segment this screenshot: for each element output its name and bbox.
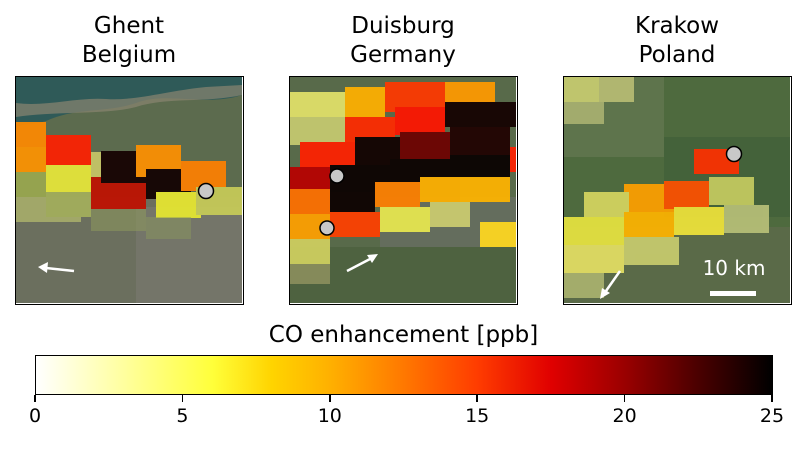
colorbar-tick [623, 395, 626, 402]
colorbar-tick [34, 395, 36, 402]
colorbar-tick [329, 395, 331, 402]
map-panel-ghent[interactable] [15, 76, 244, 305]
colorbar-tick-label: 15 [465, 405, 490, 427]
map-panel-krakow[interactable]: 10 km [563, 76, 792, 305]
source-marker [319, 220, 335, 236]
title-city: Duisburg [351, 13, 455, 39]
colorbar-tick-label: 10 [317, 405, 342, 427]
colorbar-tick [476, 395, 478, 402]
title-krakow: Krakow Poland [563, 12, 791, 70]
colorbar-tick-label: 0 [28, 405, 42, 427]
colorbar-tick [771, 395, 773, 402]
colorbar-tick [181, 395, 184, 402]
title-city: Ghent [93, 13, 165, 39]
title-duisburg: Duisburg Germany [289, 12, 517, 70]
colorbar-tick-label: 5 [176, 405, 189, 427]
scale-bar-label: 10 km [703, 256, 766, 280]
scale-bar [710, 291, 756, 296]
colorbar-tick-label: 25 [759, 405, 785, 427]
title-ghent: Ghent Belgium [15, 12, 243, 70]
source-marker [725, 145, 743, 163]
source-marker [197, 182, 215, 200]
source-marker [329, 168, 345, 184]
title-city: Krakow [634, 13, 719, 39]
colorbar-label: CO enhancement [ppb] [268, 322, 539, 348]
colorbar-tick-label: 20 [612, 405, 637, 427]
map-panel-duisburg[interactable] [289, 76, 518, 305]
title-country: Belgium [81, 42, 177, 68]
colorbar [35, 355, 773, 395]
title-country: Poland [638, 42, 716, 68]
title-country: Germany [350, 42, 456, 68]
